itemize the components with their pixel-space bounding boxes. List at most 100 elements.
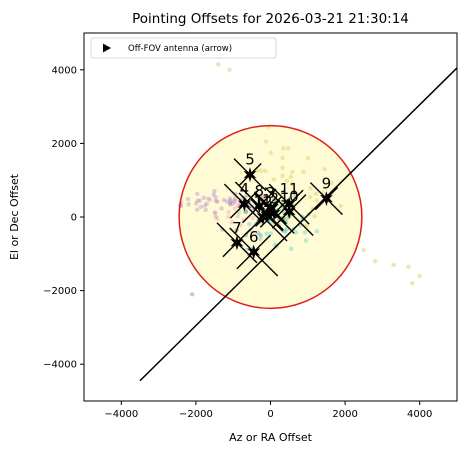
scatter-point (338, 203, 343, 209)
scatter-point (283, 229, 288, 234)
scatter-point (410, 281, 415, 286)
scatter-point (314, 198, 319, 203)
x-tick-label: −2000 (179, 409, 213, 420)
scatter-point (264, 231, 269, 236)
y-axis-label: El or Dec Offset (8, 173, 21, 260)
antenna-label: 1 (262, 191, 272, 209)
scatter-point (202, 203, 208, 208)
scatter-point (304, 223, 309, 228)
y-axis: −4000 −2000 0 2000 4000 (43, 65, 84, 371)
fov-circle-edge (178, 124, 363, 310)
scatter-point (290, 182, 295, 187)
scatter-point (288, 174, 294, 180)
scatter-point (212, 210, 218, 216)
scatter-point (258, 233, 263, 238)
scatter-point (280, 173, 285, 179)
scatter-point (284, 178, 290, 184)
scatter-point (213, 214, 218, 219)
legend-entry: Off-FOV antenna (arrow) (128, 44, 232, 54)
scatter-point (228, 198, 233, 203)
x-axis-label: Az or RA Offset (229, 431, 312, 444)
legend-box (90, 37, 277, 59)
antenna-label: 8 (255, 182, 265, 200)
scatter-point (227, 67, 232, 73)
scatter-point (213, 194, 218, 200)
scatter-point (185, 196, 191, 202)
scatter-point (195, 198, 200, 203)
antenna-star-marker (230, 235, 244, 251)
scatter-point (211, 192, 216, 197)
scatter-point (232, 196, 238, 201)
y-tick-label: 4000 (52, 65, 77, 76)
scatter-point (198, 204, 204, 209)
antenna-star-marker (243, 167, 257, 183)
scatter-point (268, 231, 273, 236)
antenna-label: 5 (245, 151, 255, 169)
scatter-point (250, 215, 255, 220)
scatter-point (289, 169, 295, 175)
scatter-point (228, 200, 233, 206)
antenna-star-marker (319, 191, 333, 207)
scatter-point (258, 168, 264, 173)
scatter-point (226, 209, 231, 215)
x-axis: −4000 −2000 0 2000 4000 (104, 401, 432, 420)
scatter-point (194, 207, 200, 212)
antenna-label: 6 (249, 228, 259, 246)
scatter-point (227, 196, 233, 201)
scatter-point (230, 201, 236, 207)
x-tick-label: 0 (267, 409, 273, 420)
scatter-point (193, 201, 199, 206)
scatter-point (215, 216, 220, 221)
antenna-label: 2 (269, 189, 279, 207)
scatter-point (258, 236, 263, 242)
scatter-point (234, 227, 239, 233)
scatter-point (271, 177, 277, 182)
scatter-point (207, 197, 213, 203)
scatter-point (189, 292, 195, 297)
scatter-point (280, 165, 285, 170)
scatter-point (303, 238, 309, 243)
scatter-point (238, 223, 243, 228)
scatter-point (226, 214, 231, 220)
scatter-point (406, 264, 411, 269)
scatter-point (215, 199, 220, 204)
scatter-point (186, 202, 191, 207)
y-tick-label: 0 (71, 213, 77, 224)
scatter-point (284, 217, 289, 222)
scatter-point (372, 258, 378, 264)
scatter-point (312, 214, 317, 219)
scatter-point (224, 199, 230, 204)
scatter-point (281, 145, 286, 151)
scatter-point (293, 230, 299, 235)
scatter-point (203, 207, 208, 213)
scatter-point (229, 220, 235, 225)
scatter-point (391, 262, 396, 268)
arrow-marker-icon (103, 43, 111, 53)
antenna-label: 4 (240, 180, 250, 198)
y-tick-label: 2000 (52, 139, 77, 150)
antenna-label: 12 (253, 193, 272, 211)
scatter-point (212, 188, 217, 194)
scatter-point (302, 230, 308, 235)
scatter-point (235, 213, 241, 219)
scatter-point (221, 197, 227, 203)
antenna-label: 7 (232, 219, 242, 237)
scatter-point (241, 218, 247, 223)
scatter-point (329, 180, 334, 186)
scatter-point (232, 198, 237, 204)
diagonal-line (139, 67, 457, 382)
scatter-point (361, 247, 366, 253)
scatter-point (247, 222, 252, 227)
scatter-point (227, 200, 233, 206)
antenna-label: 9 (322, 175, 332, 193)
scatter-point (195, 191, 200, 197)
y-tick-label: −2000 (43, 286, 77, 297)
y-tick-label: −4000 (43, 360, 77, 371)
x-tick-label: 4000 (407, 409, 432, 420)
scatter-point (255, 230, 261, 236)
antenna-star-marker (237, 196, 251, 212)
antenna-label: 10 (280, 187, 299, 205)
scatter-point (232, 206, 237, 211)
